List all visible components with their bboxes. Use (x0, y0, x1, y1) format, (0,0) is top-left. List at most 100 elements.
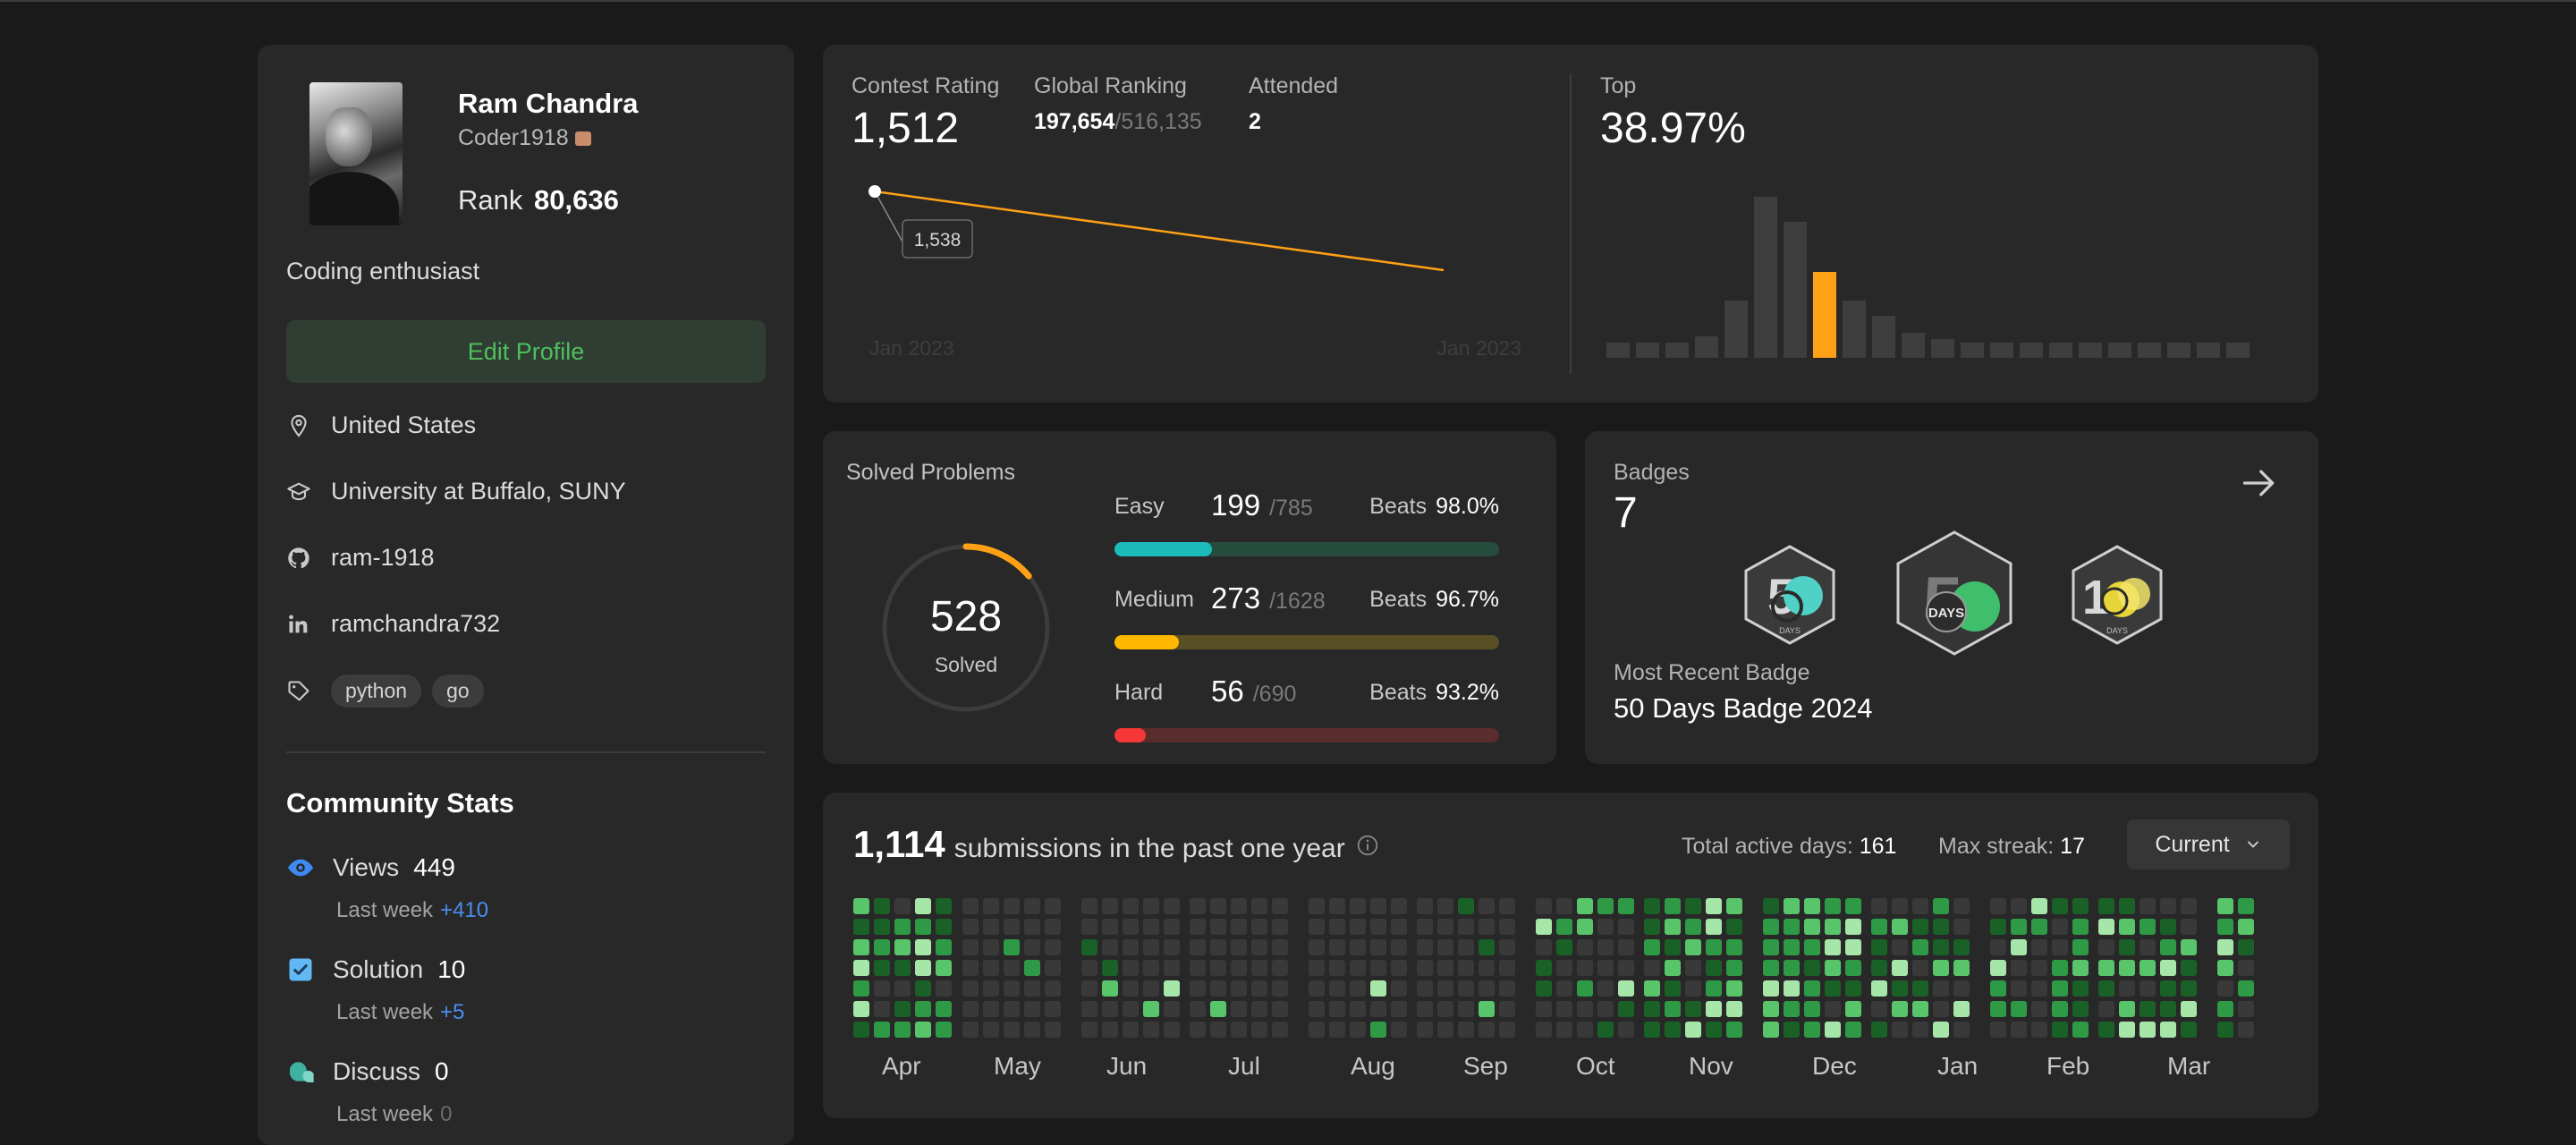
heatmap-cell[interactable] (1804, 1022, 1820, 1038)
heatmap-cell[interactable] (1370, 919, 1386, 935)
heatmap-cell[interactable] (1391, 1001, 1407, 1017)
heatmap-cell[interactable] (1665, 939, 1681, 955)
heatmap-cell[interactable] (1102, 898, 1118, 914)
histogram-bar[interactable] (2108, 343, 2131, 358)
rating-line-chart[interactable]: 1,538 Jan 2023 Jan 2023 (823, 45, 1565, 403)
heatmap-cell[interactable] (1024, 960, 1040, 976)
heatmap-cell[interactable] (2217, 939, 2233, 955)
heatmap-cell[interactable] (2072, 919, 2089, 935)
heatmap-cell[interactable] (1685, 1001, 1701, 1017)
heatmap-cell[interactable] (2011, 1001, 2027, 1017)
heatmap-cell[interactable] (1556, 939, 1572, 955)
heatmap-cell[interactable] (894, 919, 911, 935)
heatmap-cell[interactable] (1231, 919, 1247, 935)
heatmap-cell[interactable] (962, 1001, 979, 1017)
heatmap-cell[interactable] (1190, 939, 1206, 955)
heatmap-cell[interactable] (1272, 919, 1288, 935)
heatmap-cell[interactable] (1556, 960, 1572, 976)
heatmap-cell[interactable] (1479, 1022, 1495, 1038)
heatmap-cell[interactable] (1953, 980, 1970, 997)
heatmap-cell[interactable] (894, 1022, 911, 1038)
heatmap-cell[interactable] (1871, 960, 1887, 976)
heatmap-cell[interactable] (936, 980, 952, 997)
heatmap-cell[interactable] (1685, 898, 1701, 914)
heatmap-cell[interactable] (1437, 898, 1453, 914)
heatmap-cell[interactable] (1804, 898, 1820, 914)
heatmap-cell[interactable] (1251, 1022, 1267, 1038)
heatmap-cell[interactable] (2181, 980, 2197, 997)
heatmap-cell[interactable] (1953, 919, 1970, 935)
heatmap-cell[interactable] (1251, 960, 1267, 976)
heatmap-cell[interactable] (1309, 898, 1325, 914)
histogram-bar[interactable] (1695, 336, 1718, 358)
heatmap-cell[interactable] (1309, 960, 1325, 976)
heatmap-cell[interactable] (1912, 939, 1928, 955)
heatmap-cell[interactable] (962, 898, 979, 914)
heatmap-cell[interactable] (1437, 1022, 1453, 1038)
heatmap-cell[interactable] (1871, 898, 1887, 914)
heatmap-cell[interactable] (1892, 980, 1908, 997)
heatmap-cell[interactable] (1024, 1022, 1040, 1038)
heatmap-cell[interactable] (2052, 939, 2068, 955)
heatmap-cell[interactable] (2052, 1022, 2068, 1038)
heatmap-cell[interactable] (874, 960, 890, 976)
heatmap-cell[interactable] (915, 898, 931, 914)
heatmap-cell[interactable] (1577, 898, 1593, 914)
heatmap-cell[interactable] (1437, 919, 1453, 935)
heatmap-cell[interactable] (1102, 1001, 1118, 1017)
heatmap-cell[interactable] (1726, 898, 1742, 914)
heatmap-cell[interactable] (2072, 939, 2089, 955)
heatmap-cell[interactable] (1004, 960, 1020, 976)
heatmap-cell[interactable] (1437, 1001, 1453, 1017)
rating-histogram[interactable] (1606, 197, 2286, 367)
skill-tag-go[interactable]: go (432, 674, 484, 708)
heatmap-cell[interactable] (1644, 1001, 1660, 1017)
heatmap-cell[interactable] (1123, 1001, 1139, 1017)
heatmap-cell[interactable] (1190, 960, 1206, 976)
heatmap-cell[interactable] (1933, 919, 1949, 935)
histogram-bar[interactable] (1872, 316, 1895, 358)
heatmap-cell[interactable] (1190, 980, 1206, 997)
badge-50-days-small[interactable]: 5 DAYS (1741, 544, 1839, 646)
heatmap-cell[interactable] (2052, 919, 2068, 935)
histogram-bar[interactable] (1931, 339, 1954, 358)
heatmap-cell[interactable] (1644, 898, 1660, 914)
heatmap-cell[interactable] (2072, 898, 2089, 914)
heatmap-cell[interactable] (1164, 898, 1180, 914)
heatmap-cell[interactable] (1350, 980, 1366, 997)
heatmap-cell[interactable] (1892, 1001, 1908, 1017)
heatmap-cell[interactable] (1370, 939, 1386, 955)
heatmap-cell[interactable] (1045, 1022, 1061, 1038)
heatmap-cell[interactable] (1045, 939, 1061, 955)
heatmap-cell[interactable] (1784, 919, 1800, 935)
heatmap-cell[interactable] (1251, 898, 1267, 914)
heatmap-cell[interactable] (2098, 898, 2114, 914)
heatmap-cell[interactable] (1706, 1001, 1722, 1017)
heatmap-cell[interactable] (1990, 1001, 2006, 1017)
heatmap-cell[interactable] (2160, 1001, 2176, 1017)
heatmap-cell[interactable] (2098, 919, 2114, 935)
heatmap-cell[interactable] (1123, 898, 1139, 914)
heatmap-cell[interactable] (936, 1001, 952, 1017)
heatmap-cell[interactable] (1665, 980, 1681, 997)
heatmap-cell[interactable] (2140, 939, 2156, 955)
heatmap-cell[interactable] (2011, 960, 2027, 976)
heatmap-cell[interactable] (1499, 980, 1515, 997)
heatmap-cell[interactable] (1190, 919, 1206, 935)
submission-heatmap[interactable] (853, 898, 2302, 1050)
heatmap-cell[interactable] (2160, 939, 2176, 955)
heatmap-cell[interactable] (2181, 1001, 2197, 1017)
heatmap-cell[interactable] (1665, 960, 1681, 976)
heatmap-cell[interactable] (894, 939, 911, 955)
heatmap-cell[interactable] (1499, 898, 1515, 914)
heatmap-cell[interactable] (1784, 980, 1800, 997)
heatmap-cell[interactable] (2181, 1022, 2197, 1038)
heatmap-cell[interactable] (1004, 919, 1020, 935)
heatmap-cell[interactable] (2011, 898, 2027, 914)
heatmap-cell[interactable] (1143, 939, 1159, 955)
heatmap-cell[interactable] (1556, 898, 1572, 914)
heatmap-cell[interactable] (962, 980, 979, 997)
heatmap-cell[interactable] (1556, 919, 1572, 935)
heatmap-cell[interactable] (1417, 1001, 1433, 1017)
heatmap-cell[interactable] (2072, 960, 2089, 976)
